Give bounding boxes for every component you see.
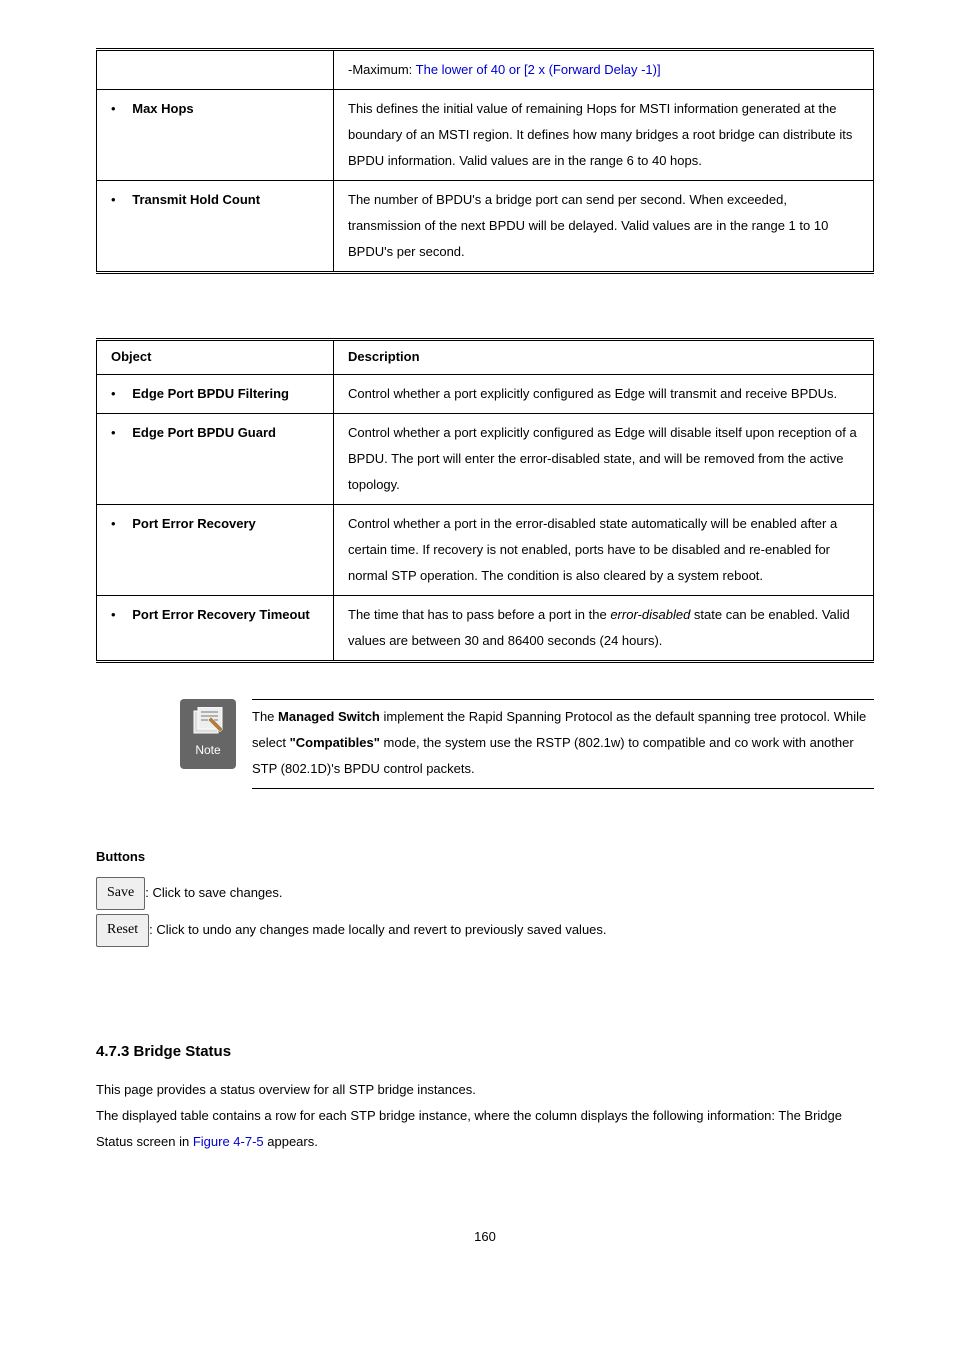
cell-obj xyxy=(97,50,334,90)
bullet-icon: • xyxy=(111,420,125,446)
note-label: Note xyxy=(195,739,220,761)
cell-obj: • Transmit Hold Count xyxy=(97,181,334,273)
bullet-icon: • xyxy=(111,187,125,213)
obj-label: Transmit Hold Count xyxy=(132,192,260,207)
note-block: Note The Managed Switch implement the Ra… xyxy=(180,699,874,789)
bullet-icon: • xyxy=(111,381,125,407)
bullet-icon: • xyxy=(111,96,125,122)
section-p2: The displayed table contains a row for e… xyxy=(96,1103,874,1155)
text: appears. xyxy=(264,1134,318,1149)
cell-obj: • Edge Port BPDU Guard xyxy=(97,413,334,504)
note-text: The Managed Switch implement the Rapid S… xyxy=(252,699,874,789)
text-italic: error-disabled xyxy=(610,607,690,622)
table-basic-settings-cont: -Maximum: The lower of 40 or [2 x (Forwa… xyxy=(96,48,874,274)
cell-desc: Control whether a port in the error-disa… xyxy=(334,504,874,595)
section-title: 4.7.3 Bridge Status xyxy=(96,1037,874,1067)
text: The time that has to pass before a port … xyxy=(348,607,610,622)
obj-label: Max Hops xyxy=(132,101,193,116)
table-header-description: Description xyxy=(334,340,874,375)
text-blue: The lower of 40 or [2 x (Forward Delay -… xyxy=(416,62,661,77)
save-desc: : Click to save changes. xyxy=(145,885,282,900)
cell-desc: This defines the initial value of remain… xyxy=(334,90,874,181)
cell-desc: The time that has to pass before a port … xyxy=(334,595,874,661)
obj-label: Port Error Recovery xyxy=(132,516,256,531)
cell-desc: Control whether a port explicitly config… xyxy=(334,374,874,413)
reset-desc: : Click to undo any changes made locally… xyxy=(149,922,606,937)
text-bold: Managed Switch xyxy=(278,709,380,724)
page-number: 160 xyxy=(96,1225,874,1249)
cell-desc: Control whether a port explicitly config… xyxy=(334,413,874,504)
bullet-icon: • xyxy=(111,511,125,537)
note-icon: Note xyxy=(180,699,236,769)
buttons-heading: Buttons xyxy=(96,845,874,869)
section-p1: This page provides a status overview for… xyxy=(96,1077,874,1103)
cell-obj: • Edge Port BPDU Filtering xyxy=(97,374,334,413)
text-bold: "Compatibles" xyxy=(290,735,380,750)
obj-label: Edge Port BPDU Filtering xyxy=(132,386,289,401)
figure-link[interactable]: Figure 4-7-5 xyxy=(193,1134,264,1149)
bullet-icon: • xyxy=(111,602,125,628)
obj-label: Edge Port BPDU Guard xyxy=(132,425,276,440)
buttons-section: Buttons Save: Click to save changes. Res… xyxy=(96,845,874,947)
text: The xyxy=(252,709,278,724)
reset-button[interactable]: Reset xyxy=(96,914,149,947)
table-header-object: Object xyxy=(97,340,334,375)
cell-obj: • Port Error Recovery xyxy=(97,504,334,595)
cell-obj: • Port Error Recovery Timeout xyxy=(97,595,334,661)
text: -Maximum: xyxy=(348,62,416,77)
section-bridge-status: 4.7.3 Bridge Status This page provides a… xyxy=(96,1037,874,1155)
cell-desc: The number of BPDU's a bridge port can s… xyxy=(334,181,874,273)
save-button[interactable]: Save xyxy=(96,877,145,910)
cell-obj: • Max Hops xyxy=(97,90,334,181)
obj-label: Port Error Recovery Timeout xyxy=(132,607,309,622)
cell-desc: -Maximum: The lower of 40 or [2 x (Forwa… xyxy=(334,50,874,90)
table-advanced-settings: Object Description • Edge Port BPDU Filt… xyxy=(96,338,874,663)
